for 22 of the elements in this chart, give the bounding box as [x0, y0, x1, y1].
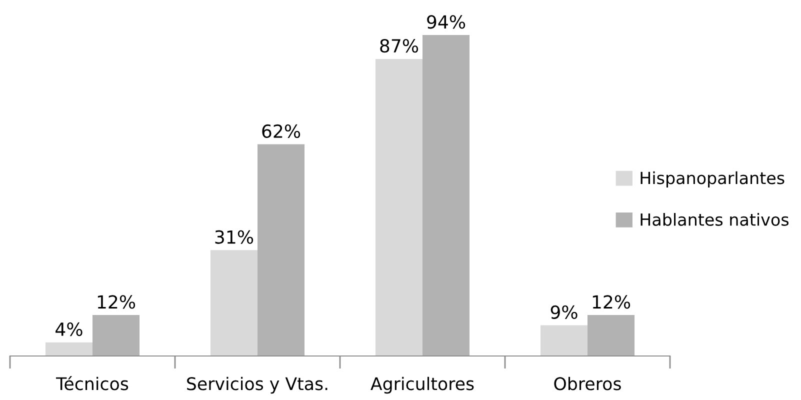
bar [540, 325, 588, 356]
bar [375, 58, 422, 356]
x-tick-label: Servicios y Vtas. [187, 376, 328, 394]
bar [258, 144, 305, 356]
data-label: 4% [56, 322, 82, 336]
data-label: 87% [380, 39, 418, 53]
bar [92, 315, 140, 356]
bar [210, 250, 258, 356]
data-label: 12% [98, 295, 136, 309]
data-label: 31% [215, 230, 254, 244]
bar [45, 342, 92, 356]
bar [588, 315, 635, 356]
x-tick-label: Agricultores [370, 376, 474, 394]
x-tick-label: Técnicos [56, 376, 128, 390]
legend-label: Hablantes nativos [640, 213, 789, 226]
data-label: 62% [262, 124, 300, 138]
legend-label: Hispanoparlantes [640, 171, 784, 188]
data-label: 9% [550, 305, 578, 319]
data-label: 12% [592, 295, 630, 309]
data-label: 94% [427, 15, 466, 29]
x-tick-label: Obreros [554, 376, 621, 390]
bar [422, 35, 470, 356]
